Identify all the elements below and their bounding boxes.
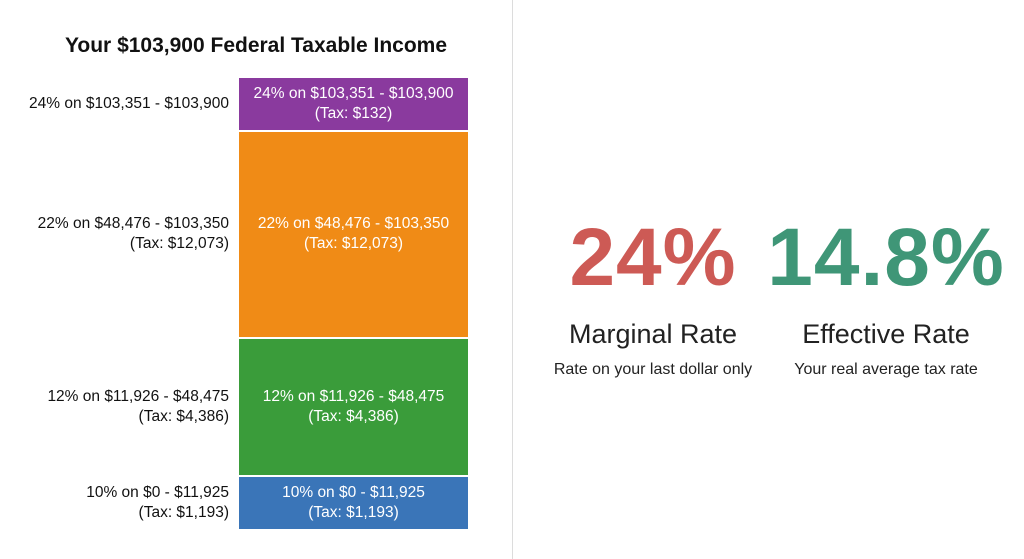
- side-label-10pct: 10% on $0 - $11,925 (Tax: $1,193): [0, 477, 229, 529]
- side-label-24pct: 24% on $103,351 - $103,900: [0, 78, 229, 130]
- marginal-rate-stat: 24% Marginal Rate Rate on your last doll…: [533, 212, 773, 380]
- marginal-rate-title: Marginal Rate: [568, 319, 738, 349]
- bracket-bar-10pct: 10% on $0 - $11,925 (Tax: $1,193): [239, 477, 468, 529]
- effective-rate-stat: 14.8% Effective Rate Your real average t…: [766, 212, 1006, 380]
- bracket-bar-22pct: 22% on $48,476 - $103,350 (Tax: $12,073): [239, 132, 468, 337]
- side-label-range: 12% on $11,926 - $48,475: [47, 387, 229, 405]
- bar-tax-label: (Tax: $4,386): [308, 407, 399, 425]
- side-label-12pct: 12% on $11,926 - $48,475 (Tax: $4,386): [0, 339, 229, 475]
- effective-rate-subtitle: Your real average tax rate: [794, 361, 978, 378]
- bar-label: 10% on $0 - $11,925: [282, 484, 425, 501]
- side-label-tax: (Tax: $1,193): [138, 504, 229, 521]
- bracket-bar-24pct: 24% on $103,351 - $103,900 (Tax: $132): [239, 78, 468, 130]
- panel-divider: [512, 0, 513, 559]
- side-label-range: 10% on $0 - $11,925: [86, 484, 229, 501]
- bar-tax-label: (Tax: $12,073): [303, 235, 404, 253]
- bar-tax-label: (Tax: $1,193): [308, 504, 399, 521]
- side-label-range: 22% on $48,476 - $103,350: [37, 215, 229, 233]
- tax-bracket-chart: Your $103,900 Federal Taxable Income 10%…: [0, 34, 468, 529]
- bar-label: 12% on $11,926 - $48,475: [262, 387, 445, 405]
- bracket-bars: 10% on $0 - $11,925 (Tax: $1,193) 10% on $…: [0, 78, 468, 529]
- side-label-range: 24% on $103,351 - $103,900: [29, 95, 229, 112]
- effective-rate-title: Effective Rate: [802, 319, 970, 349]
- rate-summary: 24% Marginal Rate Rate on your last doll…: [513, 0, 1024, 559]
- bar-tax-label: (Tax: $132): [314, 105, 393, 122]
- marginal-rate-value: 24%: [569, 212, 737, 303]
- bar-label: 24% on $103,351 - $103,900: [253, 85, 454, 102]
- side-label-tax: (Tax: $4,386): [138, 407, 229, 425]
- side-label-tax: (Tax: $12,073): [129, 235, 229, 253]
- side-label-22pct: 22% on $48,476 - $103,350 (Tax: $12,073): [0, 132, 229, 337]
- chart-title: Your $103,900 Federal Taxable Income: [64, 34, 448, 57]
- marginal-rate-subtitle: Rate on your last dollar only: [553, 361, 753, 378]
- bracket-bar-12pct: 12% on $11,926 - $48,475 (Tax: $4,386): [239, 338, 468, 475]
- effective-rate-value: 14.8%: [767, 212, 1005, 303]
- bar-label: 22% on $48,476 - $103,350: [257, 215, 450, 233]
